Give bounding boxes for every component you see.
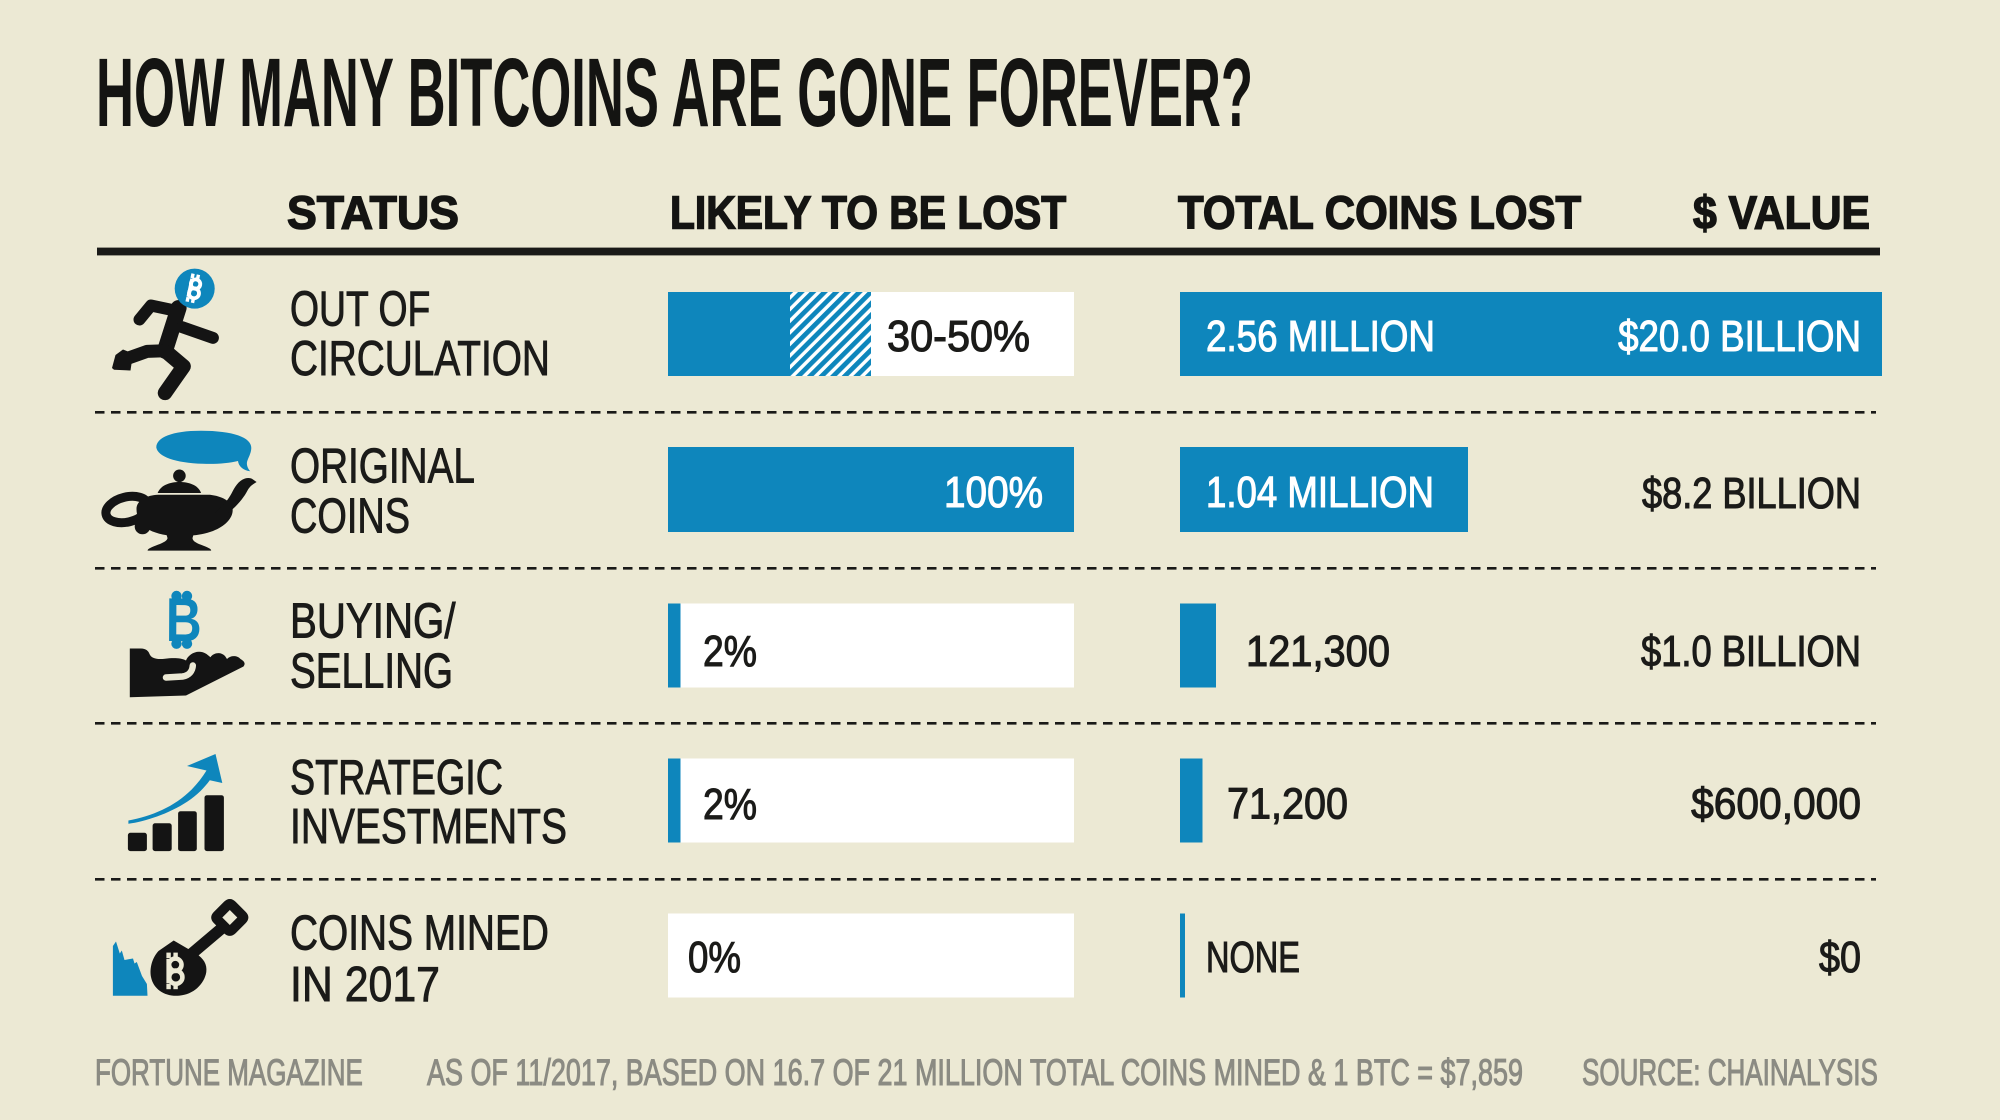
svg-text:SOURCE: CHAINALYSIS: SOURCE: CHAINALYSIS xyxy=(1582,1051,1878,1093)
svg-text:AS OF 11/2017, BASED ON 16.7 O: AS OF 11/2017, BASED ON 16.7 OF 21 MILLI… xyxy=(427,1052,1523,1093)
svg-text:NONE: NONE xyxy=(1206,933,1300,982)
svg-text:LIKELY TO BE LOST: LIKELY TO BE LOST xyxy=(670,187,1066,239)
svg-text:CIRCULATION: CIRCULATION xyxy=(290,332,550,386)
svg-text:COINS MINED: COINS MINED xyxy=(290,906,549,960)
svg-text:121,300: 121,300 xyxy=(1246,626,1390,675)
svg-text:$0: $0 xyxy=(1819,932,1861,981)
svg-text:STRATEGIC: STRATEGIC xyxy=(290,750,503,805)
svg-text:$600,000: $600,000 xyxy=(1691,779,1861,828)
svg-text:COINS: COINS xyxy=(290,489,410,544)
svg-text:SELLING: SELLING xyxy=(290,644,453,698)
svg-text:$ VALUE: $ VALUE xyxy=(1693,188,1870,239)
svg-text:$20.0 BILLION: $20.0 BILLION xyxy=(1618,311,1861,361)
svg-text:2.56 MILLION: 2.56 MILLION xyxy=(1206,311,1435,361)
svg-text:1.04 MILLION: 1.04 MILLION xyxy=(1206,467,1434,517)
svg-text:TOTAL COINS LOST: TOTAL COINS LOST xyxy=(1178,188,1581,239)
svg-text:FORTUNE MAGAZINE: FORTUNE MAGAZINE xyxy=(95,1051,363,1093)
svg-text:STATUS: STATUS xyxy=(287,187,459,239)
svg-text:BUYING/: BUYING/ xyxy=(290,593,456,649)
svg-text:HOW MANY BITCOINS ARE GONE FOR: HOW MANY BITCOINS ARE GONE FOREVER? xyxy=(96,38,1253,147)
svg-text:OUT OF: OUT OF xyxy=(290,283,430,337)
svg-text:100%: 100% xyxy=(944,467,1043,517)
svg-text:$8.2 BILLION: $8.2 BILLION xyxy=(1642,469,1861,518)
svg-text:ORIGINAL: ORIGINAL xyxy=(290,439,475,493)
svg-text:30-50%: 30-50% xyxy=(887,312,1030,361)
svg-text:0%: 0% xyxy=(688,932,741,982)
svg-text:2%: 2% xyxy=(703,626,757,676)
svg-text:71,200: 71,200 xyxy=(1227,779,1348,828)
svg-text:INVESTMENTS: INVESTMENTS xyxy=(290,800,567,854)
svg-text:IN 2017: IN 2017 xyxy=(290,956,440,1011)
svg-text:2%: 2% xyxy=(703,779,757,829)
svg-text:$1.0 BILLION: $1.0 BILLION xyxy=(1641,626,1861,676)
